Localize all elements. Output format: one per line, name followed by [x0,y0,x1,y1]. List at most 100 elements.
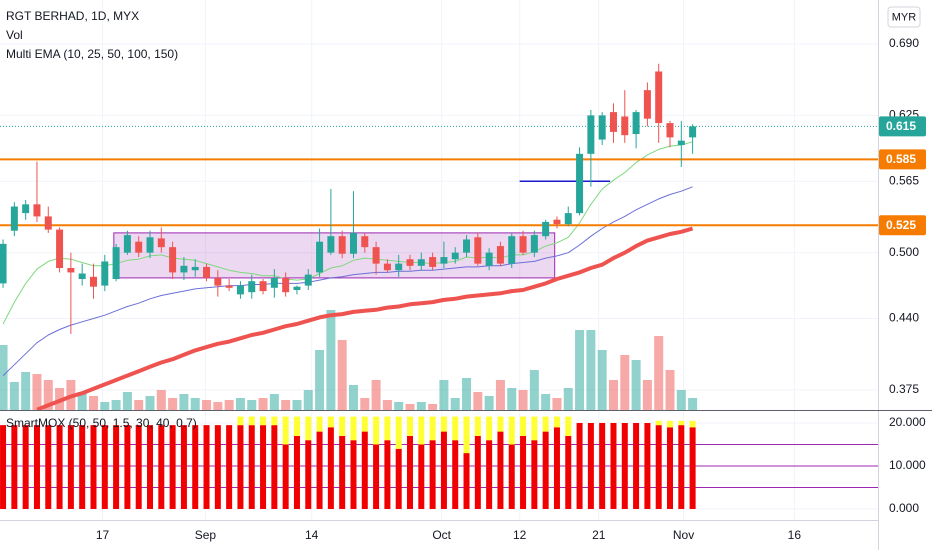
indicator-bar [520,416,527,436]
level-label-box [879,149,926,170]
indicator-bar [463,453,470,509]
candle-body [135,241,143,253]
volume-bar [462,378,472,410]
candle-body [89,276,97,287]
indicator-bar [135,425,142,509]
volume-bar [326,310,336,410]
volume-bar [642,380,652,410]
candle-body [576,153,584,214]
level-label: 0.525 [886,218,916,232]
indicator-bar [67,425,74,509]
indicator-bar [463,416,470,454]
volume-bar [416,402,426,410]
volume-bar [122,392,132,410]
grid [0,0,878,520]
volume-bar [303,390,313,410]
level-label-box [879,116,926,137]
candle-body [214,277,222,286]
candle-body [485,252,493,266]
indicator-bar [452,440,459,509]
indicator-bar [45,425,52,509]
candle-body [395,263,403,271]
indicator-bar [361,416,368,432]
ema-line [36,226,694,410]
indicator-bar [373,416,380,445]
indicator-bar [486,440,493,509]
volume-bar [428,404,438,410]
level-label: 0.615 [886,119,916,133]
x-tick-label: 12 [513,528,527,542]
indicator-bar [22,425,29,509]
volume-bar [168,398,178,410]
candle-body [225,285,233,288]
indicator-bar [101,425,108,509]
indicator-bar [192,425,199,509]
candle-body [248,281,256,293]
candle-body [0,243,7,284]
volume-bar [269,394,279,410]
indicator-bar [350,416,357,441]
candle-body [677,140,685,146]
indicator-bar [587,422,594,509]
indicator-bar [644,422,651,509]
candle-body [304,274,312,286]
indicator-bar [689,420,696,428]
indicator-bar [678,420,685,426]
candle-body [236,285,244,295]
indicator-bar [565,435,572,509]
indicator-bar [384,440,391,509]
candle-body [259,281,267,292]
volume-bar [258,398,268,410]
indicator-bar [531,440,538,509]
candle-body [417,259,425,266]
candle-body [338,236,346,254]
axes: 17 Sep 14 Oct 12 21 Nov 160.6900.6250.5650.5000… [96,36,926,542]
indicator-bar [158,425,165,509]
level-label-box [879,215,926,236]
x-tick-label: Nov [673,528,694,542]
volume-bar [518,390,528,410]
volume-bar [665,370,675,410]
currency: MYR [892,11,917,23]
indicator-bar [407,435,414,509]
candle-body [327,236,335,253]
indicator-bar [282,444,289,509]
indicator-bar [531,416,538,441]
volume-bar [552,398,562,410]
volume-label: Vol [6,28,23,42]
candle-body [598,115,606,140]
candle-body [203,266,211,278]
candle-body [451,252,459,260]
volume-bar [529,370,539,410]
x-tick-label: Oct [432,528,451,542]
indicator-bar [305,440,312,509]
volume-bar [111,400,121,410]
indicator-bar [633,422,640,509]
candle-body [33,204,41,217]
volume-bar [450,398,460,410]
candle-body [496,246,504,264]
volume-bar [77,392,87,410]
indicator-bar [678,425,685,509]
ema-label: Multi EMA (10, 25, 50, 100, 150) [6,47,178,61]
x-tick-label: 17 [96,528,110,542]
indicator-bar [508,416,515,445]
volume-bar [190,398,200,410]
indicator-bar [373,444,380,509]
indicator-bar [474,435,481,509]
volume-bar [473,392,483,410]
indicator-bar [180,425,187,509]
volume-bar [337,340,347,410]
candle-body [101,261,109,286]
volume-bar [281,400,291,410]
y-tick-label: 20.000 [889,415,926,429]
indicator-bar [113,425,120,509]
candle-body [146,237,154,253]
indicator-bar [214,425,221,509]
indicator-title: SmartMOX (50, 50, 1.5, 30, 40, 0.7) [6,416,197,430]
currency-box[interactable] [887,6,921,28]
candle-body [474,237,482,264]
volume-bar [563,388,573,410]
indicator-bar [33,425,40,509]
